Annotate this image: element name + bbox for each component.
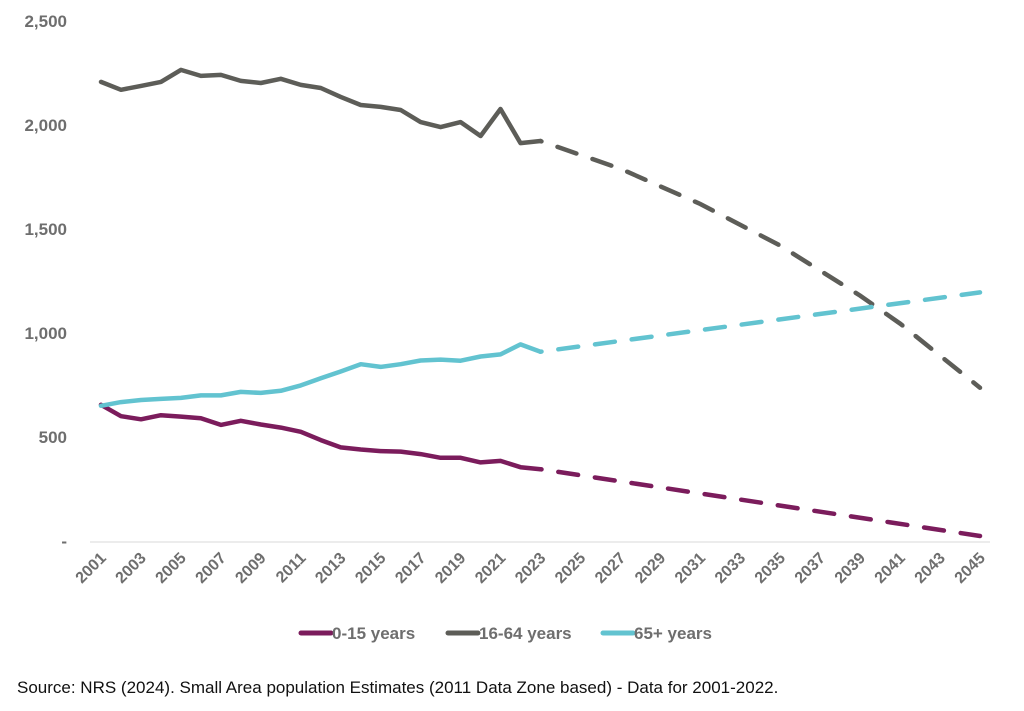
- x-tick-label: 2001: [73, 550, 110, 587]
- x-tick-label: 2013: [312, 550, 349, 587]
- x-tick-label: 2023: [512, 550, 549, 587]
- x-tick-label: 2025: [552, 550, 589, 587]
- series-0-15-years: [98, 402, 983, 539]
- x-tick-label: 2027: [592, 550, 629, 587]
- x-tick-label: 2029: [632, 550, 669, 587]
- x-tick-label: 2041: [872, 550, 909, 587]
- observed-line: [98, 67, 543, 146]
- series-16-64-years: [98, 67, 983, 390]
- y-tick-label: 500: [39, 428, 67, 447]
- observed-line: [98, 342, 543, 409]
- y-tick-label: 2,000: [24, 116, 67, 135]
- legend-item-65-years: 65+ years: [600, 624, 712, 643]
- y-axis: - 500 1,000 1,500 2,000 2,500: [24, 12, 67, 551]
- legend-label: 65+ years: [634, 624, 712, 643]
- x-tick-label: 2021: [472, 550, 509, 587]
- x-tick-label: 2033: [712, 550, 749, 587]
- x-tick-label: 2017: [392, 550, 429, 587]
- x-tick-label: 2007: [193, 550, 230, 587]
- x-tick-label: 2003: [113, 550, 150, 587]
- x-tick-label: 2009: [232, 550, 269, 587]
- series-layer: [98, 67, 983, 539]
- legend-item-16-64-years: 16-64 years: [445, 624, 572, 643]
- legend: 0-15 years 16-64 years 65+ years: [298, 624, 712, 643]
- x-axis: 2001 2003 2005 2007 2009 2011 2013 2015 2017 2019…: [73, 550, 989, 587]
- y-tick-label: 1,000: [24, 324, 67, 343]
- x-tick-label: 2019: [432, 550, 469, 587]
- x-tick-label: 2011: [273, 550, 310, 587]
- x-tick-label: 2035: [752, 550, 789, 587]
- x-tick-label: 2045: [952, 550, 989, 587]
- series-65-years: [98, 290, 983, 409]
- x-tick-label: 2037: [792, 550, 829, 587]
- legend-label: 16-64 years: [479, 624, 572, 643]
- x-tick-label: 2015: [352, 550, 389, 587]
- y-tick-label: -: [61, 532, 67, 551]
- x-tick-label: 2031: [672, 550, 709, 587]
- legend-item-0-15-years: 0-15 years: [298, 624, 415, 643]
- observed-line: [98, 402, 543, 472]
- projected-line: [538, 290, 983, 354]
- y-tick-label: 2,500: [24, 12, 67, 31]
- x-tick-label: 2005: [153, 550, 190, 587]
- legend-label: 0-15 years: [332, 624, 415, 643]
- source-note: Source: NRS (2024). Small Area populatio…: [17, 678, 779, 697]
- projected-line: [538, 466, 983, 539]
- x-tick-label: 2039: [832, 550, 869, 587]
- x-tick-label: 2043: [912, 550, 949, 587]
- projected-line: [538, 138, 983, 390]
- y-tick-label: 1,500: [24, 220, 67, 239]
